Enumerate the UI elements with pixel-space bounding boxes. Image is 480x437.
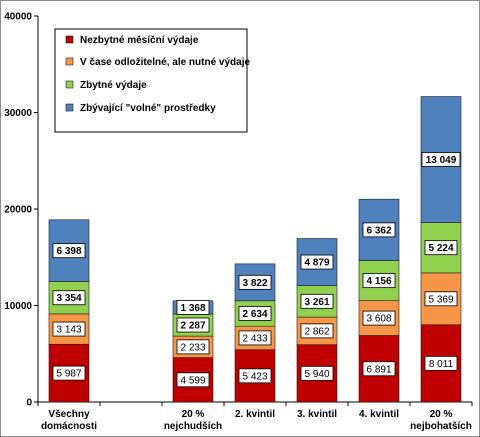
data-label-box [52, 365, 86, 381]
legend-label: Zbytné výdaje [80, 80, 147, 91]
data-label: 3 354 [56, 293, 81, 304]
data-label: 1 368 [180, 303, 205, 314]
data-label: 3 143 [56, 325, 81, 336]
legend-label: Zbývající "volné" prostředky [80, 103, 216, 114]
y-tick-label: 20000 [4, 205, 32, 216]
data-label-box [52, 321, 86, 337]
data-label-box [176, 317, 210, 333]
x-tick-label: 3. kvintil [297, 409, 337, 420]
x-tick-label: 20 % [182, 409, 205, 420]
data-label: 5 987 [56, 369, 81, 380]
data-label: 4 879 [304, 258, 329, 269]
data-label: 4 599 [180, 375, 205, 386]
data-label: 5 423 [242, 371, 267, 382]
data-label: 3 608 [366, 314, 391, 325]
data-label-box [424, 355, 458, 371]
data-label-box [238, 330, 272, 346]
x-tick-label: Všechny [48, 409, 90, 420]
y-tick-label: 40000 [4, 12, 32, 23]
y-tick-label: 10000 [4, 301, 32, 312]
data-label-box [238, 274, 272, 290]
data-label-box [424, 240, 458, 256]
legend-swatch [65, 35, 74, 44]
data-label-box [362, 222, 396, 238]
data-label-box [362, 273, 396, 289]
data-label-box [362, 310, 396, 326]
data-label: 4 156 [366, 276, 391, 287]
legend-label: V čase odložitelné, ale nutné výdaje [80, 57, 250, 68]
data-label: 2 862 [304, 326, 329, 337]
data-label-box [176, 339, 210, 355]
data-label-box [52, 290, 86, 306]
data-label: 2 634 [242, 309, 267, 320]
data-label: 3 261 [304, 297, 329, 308]
data-label-box [52, 243, 86, 259]
data-label-box [176, 372, 210, 388]
data-label: 8 011 [429, 359, 454, 370]
data-label: 6 398 [56, 246, 81, 257]
data-label-box [238, 368, 272, 384]
data-label: 2 287 [180, 321, 205, 332]
data-label-box [421, 152, 461, 167]
data-label: 5 369 [428, 294, 453, 305]
legend-swatch [65, 57, 74, 66]
data-label-box [424, 291, 458, 307]
x-tick-label: 20 % [430, 409, 453, 420]
data-label-box [300, 323, 334, 339]
data-label-box [238, 306, 272, 321]
data-label-box [300, 365, 334, 381]
legend-label: Nezbytné měsíční výdaje [80, 35, 199, 46]
x-tick-label: nejbohatších [410, 421, 472, 432]
x-tick-label: 2. kvintil [235, 409, 275, 420]
data-label: 2 433 [242, 333, 267, 344]
legend-box [54, 28, 248, 133]
data-label: 6 891 [366, 364, 391, 375]
legend-swatch [65, 103, 74, 112]
x-tick-label: 4. kvintil [359, 409, 399, 420]
y-tick-label: 30000 [4, 108, 32, 119]
data-label: 6 362 [366, 225, 391, 236]
data-label-box [300, 293, 334, 309]
y-tick-label: 0 [26, 398, 32, 409]
x-tick-label: domácnosti [41, 421, 97, 432]
data-label-box [362, 361, 396, 377]
legend: Nezbytné měsíční výdaje V čase odložiteln… [54, 28, 250, 133]
data-label: 3 822 [242, 278, 267, 289]
data-label-box [176, 300, 210, 315]
data-label: 13 049 [426, 155, 457, 166]
x-tick-label: nejchudších [164, 421, 222, 432]
data-label: 5 940 [304, 369, 329, 380]
legend-swatch [65, 80, 74, 89]
data-label-box [300, 254, 334, 270]
data-label: 5 224 [428, 243, 453, 254]
data-label: 2 233 [180, 342, 205, 353]
